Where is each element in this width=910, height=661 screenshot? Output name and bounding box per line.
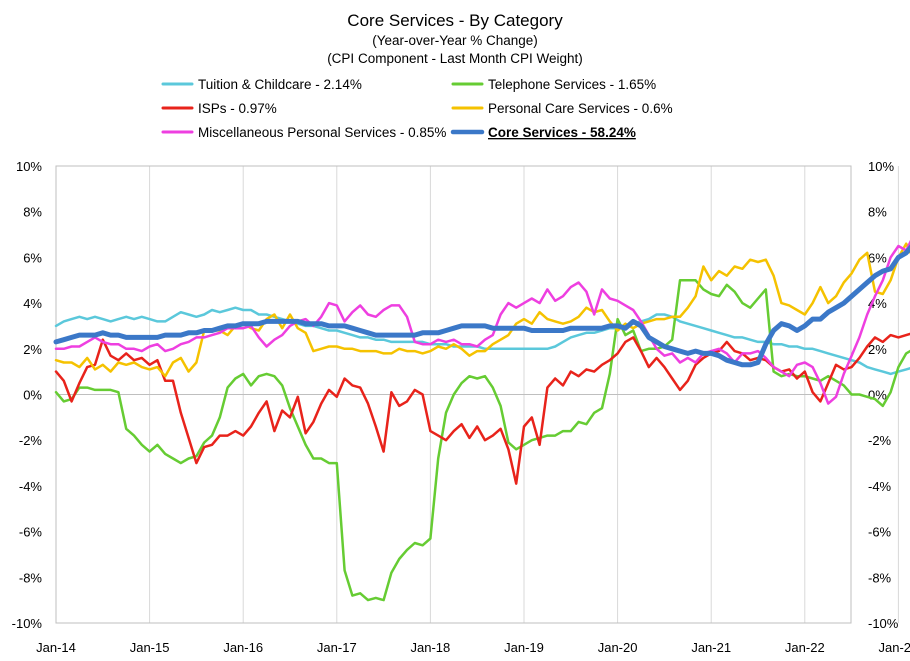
- y-tick-label-right: -10%: [868, 616, 899, 631]
- legend-label-0: Tuition & Childcare - 2.14%: [198, 77, 362, 92]
- series-line-2: [54, 332, 910, 485]
- legend-label-5: Core Services - 58.24%: [488, 125, 636, 140]
- y-tick-label-left: 10%: [16, 159, 42, 174]
- legend-label-4: Miscellaneous Personal Services - 0.85%: [198, 125, 446, 140]
- x-tick-label: Jan-19: [504, 640, 544, 655]
- x-tick-label: Jan-15: [130, 640, 170, 655]
- series-line-3: [54, 242, 910, 378]
- series-line-0: [54, 306, 910, 376]
- legend-label-3: Personal Care Services - 0.6%: [488, 101, 673, 116]
- chart-title: Core Services - By Category: [347, 11, 563, 30]
- series-line-4: [54, 239, 910, 405]
- y-tick-label-right: -6%: [868, 525, 892, 540]
- x-tick-label: Jan-20: [598, 640, 638, 655]
- x-tick-label: Jan-21: [691, 640, 731, 655]
- series-line-1: [54, 279, 910, 602]
- x-tick-label: Jan-18: [411, 640, 451, 655]
- y-tick-label-right: -2%: [868, 433, 892, 448]
- y-tick-label-left: 2%: [23, 342, 42, 357]
- y-tick-label-right: 2%: [868, 342, 887, 357]
- y-tick-label-left: 6%: [23, 250, 42, 265]
- y-tick-label-left: -8%: [19, 570, 43, 585]
- y-tick-label-right: 10%: [868, 159, 894, 174]
- y-tick-label-right: -4%: [868, 479, 892, 494]
- y-tick-label-right: -8%: [868, 570, 892, 585]
- x-tick-label: Jan-17: [317, 640, 357, 655]
- y-tick-label-left: -6%: [19, 525, 43, 540]
- y-tick-label-left: -10%: [12, 616, 43, 631]
- chart-subtitle-line-1: (Year-over-Year % Change): [372, 33, 538, 48]
- y-tick-label-right: 6%: [868, 250, 887, 265]
- y-tick-label-left: -2%: [19, 433, 43, 448]
- x-tick-label: Jan-16: [223, 640, 263, 655]
- x-tick-label: Jan-14: [36, 640, 76, 655]
- chart-subtitle-line-2: (CPI Component - Last Month CPI Weight): [327, 51, 583, 66]
- series-line-5: [53, 244, 910, 368]
- y-tick-label-left: -4%: [19, 479, 43, 494]
- y-tick-label-left: 0%: [23, 388, 42, 403]
- plot-area: -10% -10%-8% -8%-6% -6%-4% -4%-2% -2%0% 0%2% 2%…: [12, 159, 910, 655]
- y-tick-label-left: 8%: [23, 205, 42, 220]
- legend-label-1: Telephone Services - 1.65%: [488, 77, 656, 92]
- legend: Tuition & Childcare - 2.14% Telephone Ser…: [161, 77, 673, 140]
- legend-label-2: ISPs - 0.97%: [198, 101, 277, 116]
- x-tick-label: Jan-23: [879, 640, 910, 655]
- y-tick-label-right: 8%: [868, 205, 887, 220]
- x-tick-label: Jan-22: [785, 640, 825, 655]
- y-tick-label-left: 4%: [23, 296, 42, 311]
